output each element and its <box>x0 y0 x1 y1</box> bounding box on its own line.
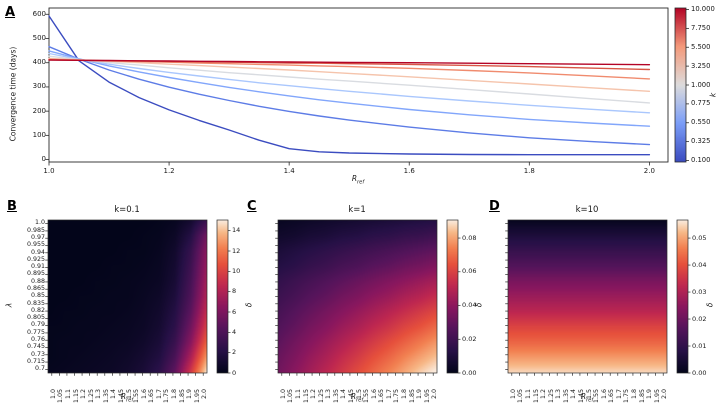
series-line-k0.775 <box>48 52 651 114</box>
a-y-tick-label: 300 <box>32 82 46 91</box>
b-colorbar-tick-label: 8 <box>232 287 237 296</box>
series-line-k0.325 <box>48 46 651 146</box>
a-colorbar-tick-label: 1.000 <box>691 80 711 89</box>
b-y-tick-label: 0.73 <box>30 350 45 358</box>
b-y-tick-label: 0.85 <box>30 292 45 300</box>
a-x-axis-label: Rref <box>351 174 365 186</box>
a-y-tick-label: 200 <box>32 106 46 115</box>
b-y-tick-label: 0.7 <box>34 365 45 373</box>
b-y-tick-label: 0.82 <box>30 306 45 314</box>
a-colorbar-tick-label: 0.325 <box>691 137 711 146</box>
colorbar-a-canvas <box>675 8 686 162</box>
heatmap-d-title: k=10 <box>575 205 599 215</box>
a-axes-spine <box>48 7 669 163</box>
c-colorbar-tick-label: 0.02 <box>462 334 477 343</box>
b-colorbar-tick-label: 4 <box>232 328 237 337</box>
b-colorbar-tick-label: 0 <box>232 368 237 377</box>
d-x-axis-label: Rref <box>580 392 594 404</box>
series-line-k1 <box>48 55 651 104</box>
b-y-tick-label: 0.76 <box>30 336 45 343</box>
series-line-k10 <box>48 59 651 66</box>
c-x-axis-label: Rref <box>350 392 364 404</box>
a-x-tick-label: 1.6 <box>403 167 415 175</box>
c-colorbar-tick-label: 0.08 <box>462 233 477 242</box>
a-colorbar-tick-label: 10.000 <box>691 5 715 14</box>
a-x-tick-label: 1.2 <box>163 167 175 175</box>
b-y-tick-label: 0.94 <box>30 248 45 256</box>
b-y-tick-label: 0.835 <box>26 299 45 307</box>
b-y-tick-label: 0.715 <box>26 357 45 365</box>
b-y-tick-label: 0.79 <box>30 321 45 329</box>
b-y-tick-label: 0.775 <box>26 328 45 336</box>
a-y-tick-label: 0 <box>41 155 46 164</box>
a-y-tick-label: 600 <box>32 9 46 18</box>
panel-label-c: C <box>247 199 257 214</box>
heatmap-c-title: k=1 <box>348 205 366 215</box>
a-colorbar-tick-label: 7.750 <box>691 23 711 32</box>
b-y-tick-label: 0.97 <box>30 234 45 241</box>
panel-label-d: D <box>489 199 500 214</box>
c-colorbar-tick-label: 0.00 <box>462 368 477 377</box>
b-x-axis-label: Rref <box>120 392 134 404</box>
a-colorbar-tick-label: 0.100 <box>691 156 711 165</box>
b-y-tick-label: 0.985 <box>26 226 45 234</box>
series-line-k5.5 <box>48 58 651 80</box>
heatmap-b-title: k=0.1 <box>114 205 140 215</box>
b-colorbar-tick-label: 2 <box>232 348 237 357</box>
b-y-tick-label: 0.955 <box>26 241 45 249</box>
b-y-tick-label: 0.865 <box>26 285 45 292</box>
heatmap-d-canvas <box>508 220 667 373</box>
d-colorbar-tick-label: 0.00 <box>692 368 707 377</box>
series-line-k0.55 <box>48 50 651 127</box>
b-y-tick-label: 0.745 <box>26 343 45 351</box>
b-y-tick-label: 0.925 <box>26 255 45 263</box>
d-colorbar-tick-label: 0.03 <box>692 287 707 296</box>
a-colorbar-tick-label: 3.250 <box>691 61 711 70</box>
a-colorbar-tick-label: 5.500 <box>691 42 711 51</box>
a-x-tick-label: 1.8 <box>523 167 535 175</box>
a-colorbar-tick-label: 0.775 <box>691 99 711 108</box>
b-colorbar-tick-label: 14 <box>232 226 241 235</box>
series-line-k0.1 <box>48 15 651 156</box>
d-colorbar-tick-label: 0.01 <box>692 341 707 350</box>
b-y-tick-label: 1.0 <box>34 219 45 227</box>
colorbar-d-canvas <box>677 220 688 373</box>
panel-label-a: A <box>5 5 16 20</box>
d-colorbar-tick-label: 0.05 <box>692 233 707 242</box>
heatmap-c-canvas <box>278 220 437 373</box>
a-y-tick-label: 100 <box>32 130 46 139</box>
d-colorbar-tick-label: 0.04 <box>692 260 707 269</box>
b-colorbar-tick-label: 10 <box>232 267 241 276</box>
b-colorbar-tick-label: 12 <box>232 246 241 255</box>
colorbar-b-canvas <box>217 220 228 373</box>
series-line-k3.25 <box>48 57 651 93</box>
c-colorbar-tick-label: 0.04 <box>462 301 477 310</box>
a-x-tick-label: 1.4 <box>283 167 295 175</box>
colorbar-c-canvas <box>447 220 458 373</box>
c-colorbar-tick-label: 0.06 <box>462 267 477 276</box>
b-y-tick-label: 0.895 <box>26 270 45 278</box>
a-x-tick-label: 1.0 <box>43 167 55 175</box>
panel-label-b: B <box>7 199 17 214</box>
b-y-tick-label: 0.805 <box>26 314 45 322</box>
heatmap-b-canvas <box>48 220 207 373</box>
d-colorbar-tick-label: 0.02 <box>692 314 707 323</box>
b-y-tick-label: 0.88 <box>30 277 45 285</box>
a-y-tick-label: 400 <box>32 58 46 67</box>
series-line-k7.75 <box>48 59 651 71</box>
b-colorbar-tick-label: 6 <box>232 307 237 316</box>
b-y-tick-label: 0.91 <box>30 263 45 271</box>
a-colorbar-tick-label: 0.550 <box>691 118 711 127</box>
a-x-tick-label: 2.0 <box>643 167 655 175</box>
a-y-tick-label: 500 <box>32 34 46 42</box>
